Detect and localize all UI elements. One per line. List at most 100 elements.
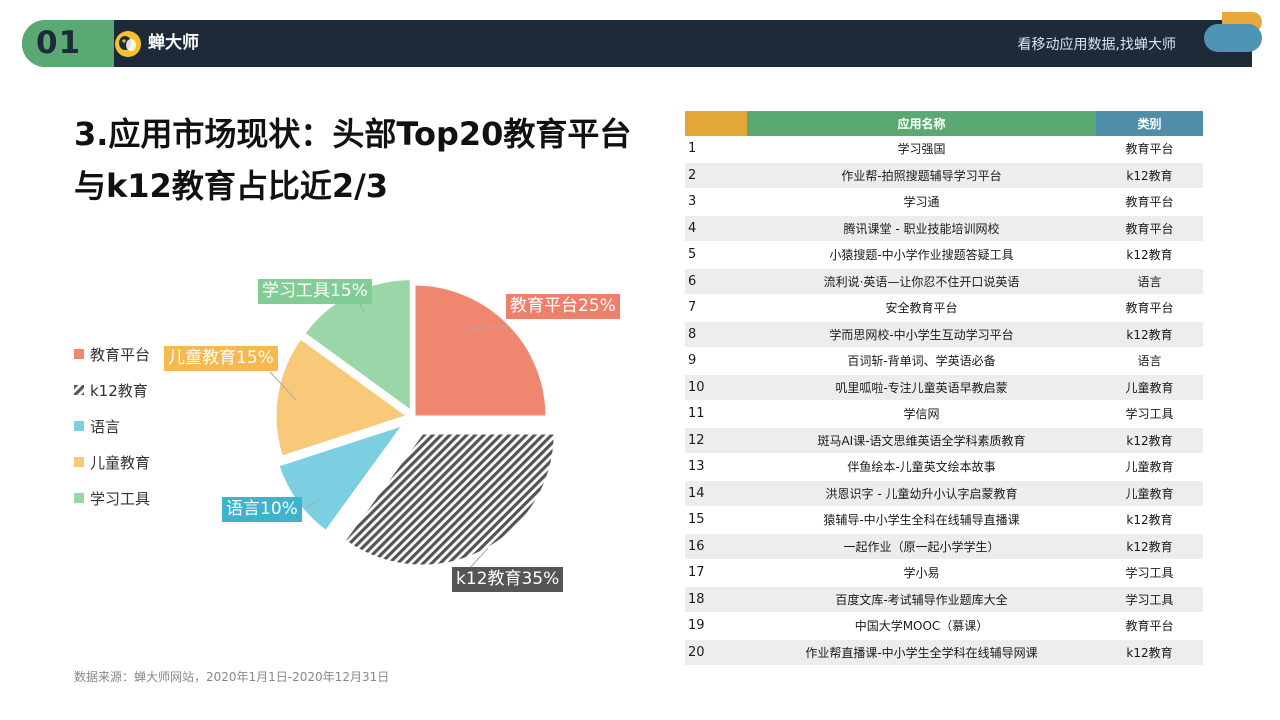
category-cell: 儿童教育 [1096,374,1203,401]
app-name-cell: 学习强国 [747,136,1096,163]
rank-cell: 9 [685,347,747,375]
table-row: 17 学小易 学习工具 [685,559,1203,587]
slice-label: k12教育35% [452,567,564,592]
rank-cell: 16 [685,533,747,560]
table-row: 3 学习通 教育平台 [685,188,1203,216]
rank-cell: 6 [685,268,747,295]
page-title: 3.应用市场现状：头部Top20教育平台与k12教育占比近2/3 [74,115,632,205]
app-name-cell: 作业帮直播课-中小学生全学科在线辅导网课 [747,639,1096,666]
rank-cell: 10 [685,374,747,401]
table-row: 20 作业帮直播课-中小学生全学科在线辅导网课 k12教育 [685,639,1203,666]
legend-label: 学习工具 [90,489,151,508]
category-cell: 语言 [1096,347,1203,375]
table-row: 2 作业帮-拍照搜题辅导学习平台 k12教育 [685,162,1203,189]
leader-line [469,547,489,569]
app-name-cell: 百度文库-考试辅导作业题库大全 [747,586,1096,613]
category-cell: k12教育 [1096,241,1203,269]
rank-cell: 11 [685,400,747,428]
legend-item: k12教育 [74,372,150,408]
top20-app-table: 应用名称 类别 1 学习强国 教育平台 2 作业帮-拍照搜题辅导学习平台 k12教育 3 学习… [685,111,1203,666]
app-name-cell: 学信网 [747,400,1096,428]
app-name-cell: 斑马AI课-语文思维英语全学科素质教育 [747,427,1096,454]
table-row: 9 百词斩-背单词、学英语必备 语言 [685,347,1203,375]
header-app-name: 应用名称 [747,111,1096,136]
cicada-logo-icon [115,31,141,57]
leader-line [359,303,365,313]
table-row: 16 一起作业（原一起小学学生） k12教育 [685,533,1203,560]
table-row: 10 叽里呱啦-专注儿童英语早教启蒙 儿童教育 [685,374,1203,401]
app-name-cell: 小猿搜题-中小学作业搜题答疑工具 [747,241,1096,269]
header-category: 类别 [1096,111,1203,136]
table-row: 15 猿辅导-中小学生全科在线辅导直播课 k12教育 [685,506,1203,534]
rank-cell: 17 [685,559,747,587]
leader-line [269,371,297,401]
category-cell: 教育平台 [1096,215,1203,242]
legend-swatch [74,493,84,503]
chart-legend: 教育平台 k12教育 语言 儿童教育 学习工具 [74,336,150,516]
table-row: 12 斑马AI课-语文思维英语全学科素质教育 k12教育 [685,427,1203,454]
category-cell: 学习工具 [1096,400,1203,428]
app-name-cell: 安全教育平台 [747,294,1096,322]
category-cell: k12教育 [1096,427,1203,454]
legend-label: k12教育 [90,381,148,400]
table-row: 13 伴鱼绘本-儿童英文绘本故事 儿童教育 [685,453,1203,481]
legend-item: 语言 [74,408,150,444]
category-cell: 教育平台 [1096,136,1203,163]
table-row: 14 洪恩识字 - 儿童幼升小认字启蒙教育 儿童教育 [685,480,1203,507]
table-row: 8 学而思网校-中小学生互动学习平台 k12教育 [685,321,1203,348]
table-row: 18 百度文库-考试辅导作业题库大全 学习工具 [685,586,1203,613]
table-row: 4 腾讯课堂 - 职业技能培训网校 教育平台 [685,215,1203,242]
category-cell: k12教育 [1096,162,1203,189]
header-bar [22,20,1252,67]
category-cell: 学习工具 [1096,559,1203,587]
table-row: 7 安全教育平台 教育平台 [685,294,1203,322]
pie-slice [341,431,557,568]
app-name-cell: 学小易 [747,559,1096,587]
category-cell: 学习工具 [1096,586,1203,613]
leader-line [305,499,319,509]
category-cell: 教育平台 [1096,612,1203,640]
pie-slice [412,282,549,419]
rank-cell: 3 [685,188,747,216]
app-name-cell: 一起作业（原一起小学学生） [747,533,1096,560]
rank-cell: 5 [685,241,747,269]
slice-label: 儿童教育15% [164,346,278,371]
table-row: 6 流利说·英语—让你忍不住开口说英语 语言 [685,268,1203,295]
pie-slice [273,335,412,460]
table-row: 1 学习强国 教育平台 [685,136,1203,163]
category-cell: 语言 [1096,268,1203,295]
legend-swatch [74,457,84,467]
category-cell: 教育平台 [1096,294,1203,322]
data-source-note: 数据来源：蝉大师网站，2020年1月1日-2020年12月31日 [74,670,390,684]
rank-cell: 1 [685,136,747,163]
category-cell: k12教育 [1096,533,1203,560]
rank-cell: 8 [685,321,747,348]
app-name-cell: 作业帮-拍照搜题辅导学习平台 [747,162,1096,189]
rank-cell: 19 [685,612,747,640]
legend-swatch [74,421,84,431]
rank-cell: 15 [685,506,747,534]
legend-item: 学习工具 [74,480,150,516]
category-cell: k12教育 [1096,639,1203,666]
rank-cell: 14 [685,480,747,507]
rank-cell: 18 [685,586,747,613]
category-cell: k12教育 [1096,506,1203,534]
app-name-cell: 猿辅导-中小学生全科在线辅导直播课 [747,506,1096,534]
legend-label: 语言 [90,417,121,436]
rank-cell: 4 [685,215,747,242]
app-name-cell: 流利说·英语—让你忍不住开口说英语 [747,268,1096,295]
app-name-cell: 百词斩-背单词、学英语必备 [747,347,1096,375]
app-name-cell: 学习通 [747,188,1096,216]
category-cell: k12教育 [1096,321,1203,348]
category-cell: 教育平台 [1096,188,1203,216]
table-row: 11 学信网 学习工具 [685,400,1203,428]
brand-name: 蝉大师 [148,33,199,53]
rank-cell: 7 [685,294,747,322]
rank-cell: 20 [685,639,747,666]
app-name-cell: 腾讯课堂 - 职业技能培训网校 [747,215,1096,242]
app-name-cell: 洪恩识字 - 儿童幼升小认字启蒙教育 [747,480,1096,507]
app-name-cell: 叽里呱啦-专注儿童英语早教启蒙 [747,374,1096,401]
header-slogan: 看移动应用数据,找蝉大师 [1017,37,1176,53]
legend-swatch [74,349,84,359]
